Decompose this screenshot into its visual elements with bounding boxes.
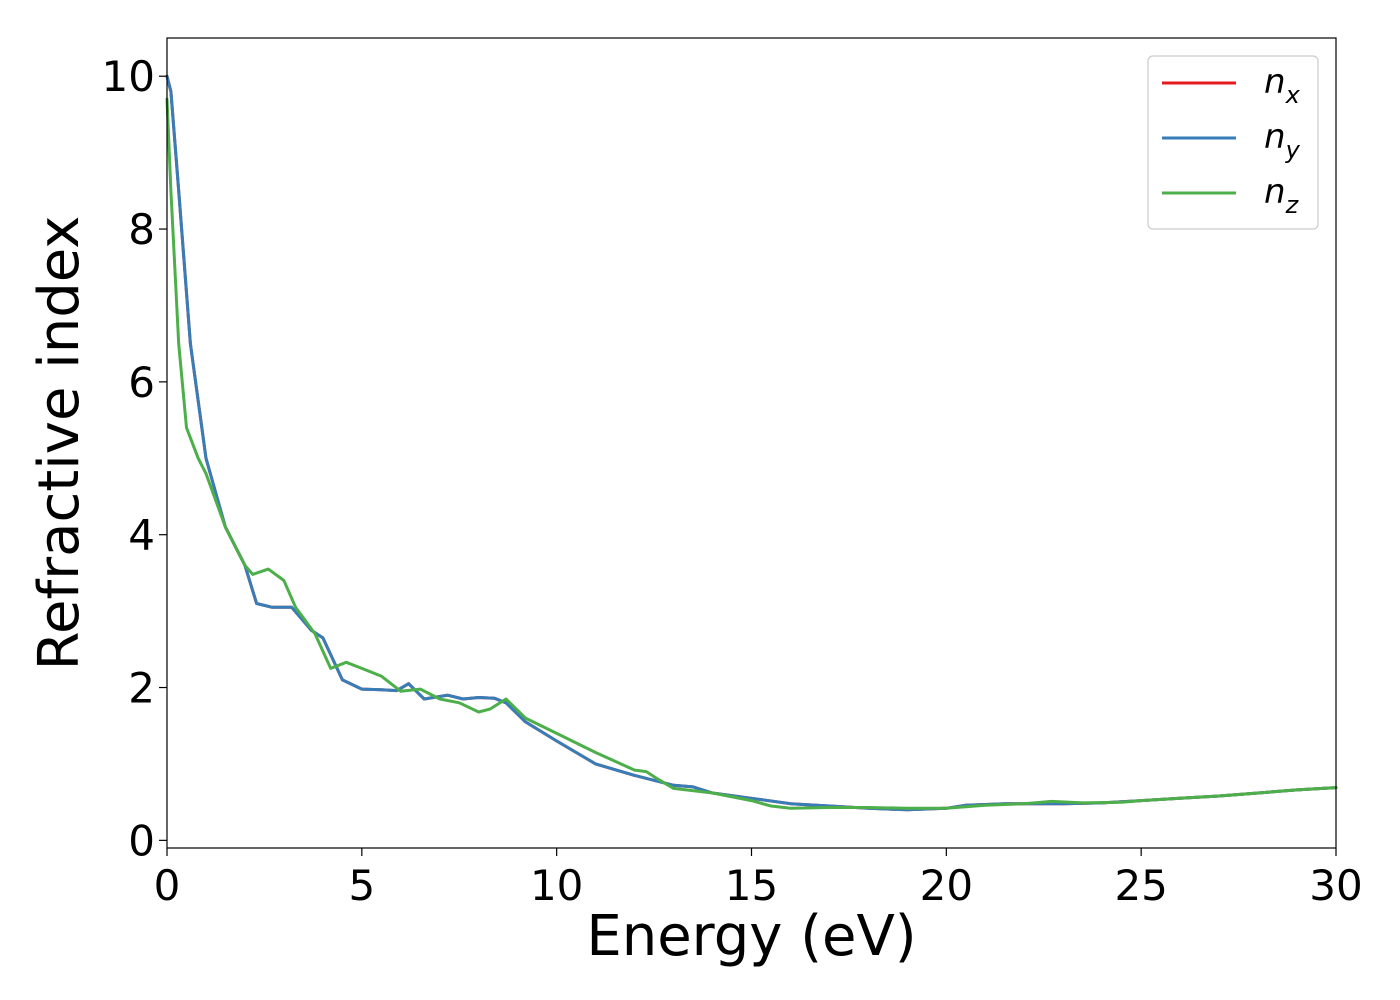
legend-box [1147,55,1319,230]
x-tick-label: 20 [920,861,973,910]
y-tick-label: 6 [128,358,155,407]
y-axis-title: Refractive index [27,216,92,671]
series-line-z [165,97,1338,810]
x-tick-label: 15 [725,861,778,910]
y-tick-label: 8 [128,205,155,254]
series-layer [165,74,1338,812]
x-axis-title: Energy (eV) [586,904,916,969]
legend-label-x: nx [1264,62,1301,109]
y-tick-label: 10 [102,52,155,101]
y-tick-label: 0 [128,816,155,865]
legend-label-z: nz [1264,172,1300,219]
legend-label-y: ny [1264,117,1301,164]
ticks-layer: 0 5 10 15 20 25 30 0 2 4 6 8 10 [102,52,1363,910]
x-tick-label: 5 [348,861,375,910]
y-tick-label: 4 [128,511,155,560]
x-tick-label: 30 [1309,861,1362,910]
x-tick-label: 0 [154,861,181,910]
y-tick-label: 2 [128,664,155,713]
x-tick-label: 25 [1114,861,1167,910]
x-tick-label: 10 [530,861,583,910]
legend: nx ny nz [1147,55,1319,230]
